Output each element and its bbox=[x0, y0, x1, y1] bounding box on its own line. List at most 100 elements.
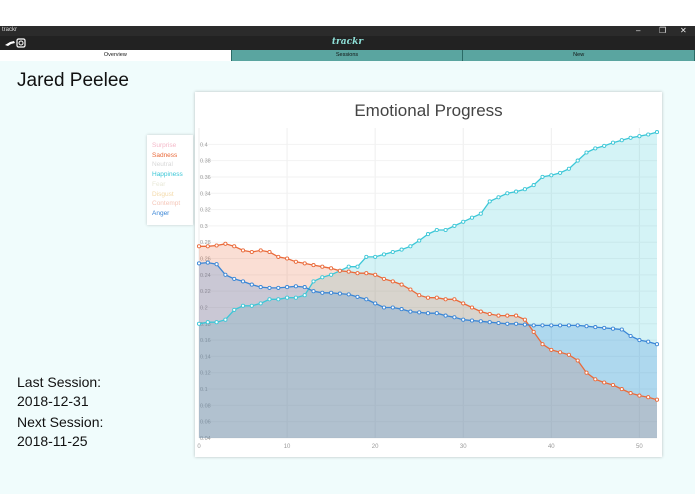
tab-overview[interactable]: Overview bbox=[0, 50, 232, 61]
data-point-anger bbox=[364, 297, 369, 302]
legend-item-anger[interactable]: Anger bbox=[152, 209, 170, 217]
data-point-sadness bbox=[478, 309, 483, 314]
y-tick-label: 0.28 bbox=[200, 240, 211, 246]
data-point-happiness bbox=[373, 254, 378, 259]
data-point-sadness bbox=[602, 380, 607, 385]
y-tick-label: 0.14 bbox=[200, 354, 211, 360]
data-point-sadness bbox=[584, 370, 589, 375]
data-point-sadness bbox=[417, 293, 422, 298]
data-point-happiness bbox=[240, 303, 246, 308]
data-point-sadness bbox=[373, 272, 378, 277]
data-point-anger bbox=[329, 290, 334, 295]
x-tick-label: 30 bbox=[460, 444, 467, 450]
data-point-sadness bbox=[619, 387, 624, 392]
data-point-anger bbox=[381, 305, 387, 310]
data-point-sadness bbox=[355, 271, 360, 276]
x-tick-label: 10 bbox=[284, 444, 291, 450]
data-point-sadness bbox=[249, 249, 254, 255]
y-tick-label: 0.26 bbox=[200, 257, 211, 263]
data-point-anger bbox=[461, 317, 466, 322]
app-brand: trackr bbox=[331, 37, 364, 47]
data-point-anger bbox=[522, 322, 527, 327]
data-point-sadness bbox=[390, 279, 395, 284]
data-point-happiness bbox=[417, 238, 422, 243]
data-point-anger bbox=[443, 313, 448, 318]
tab-sessions[interactable]: Sessions bbox=[231, 50, 464, 61]
data-point-sadness bbox=[214, 243, 219, 248]
data-point-happiness bbox=[505, 191, 510, 196]
data-point-happiness bbox=[575, 158, 580, 163]
legend-item-sadness[interactable]: Sadness bbox=[152, 151, 178, 159]
data-point-happiness bbox=[637, 134, 642, 139]
data-point-anger bbox=[311, 289, 316, 294]
data-point-sadness bbox=[337, 268, 342, 273]
data-point-happiness bbox=[249, 303, 254, 308]
last-session-date: 2018-12-31 bbox=[17, 393, 89, 409]
data-point-happiness bbox=[434, 227, 439, 233]
data-point-sadness bbox=[223, 241, 228, 246]
next-session-label: Next Session: bbox=[17, 414, 104, 430]
data-point-anger bbox=[390, 305, 395, 310]
next-session-date: 2018-11-25 bbox=[17, 433, 88, 449]
data-point-sadness bbox=[522, 317, 527, 322]
data-point-happiness bbox=[522, 187, 527, 192]
data-point-anger bbox=[276, 285, 281, 290]
header-icons bbox=[4, 38, 28, 50]
data-point-sadness bbox=[558, 350, 563, 355]
data-point-sadness bbox=[487, 311, 492, 317]
y-tick-label: 0.04 bbox=[200, 436, 211, 442]
data-point-sadness bbox=[540, 342, 545, 347]
data-point-anger bbox=[408, 309, 413, 314]
data-point-anger bbox=[514, 321, 519, 326]
legend-item-surprise[interactable]: Surprise bbox=[152, 142, 177, 149]
y-tick-label: 0.38 bbox=[200, 159, 211, 165]
legend-item-fear[interactable]: Fear bbox=[152, 180, 166, 188]
minimize-button[interactable]: – bbox=[636, 26, 641, 35]
data-point-sadness bbox=[654, 397, 660, 402]
data-point-sadness bbox=[434, 295, 439, 300]
data-point-happiness bbox=[619, 138, 624, 143]
data-point-sadness bbox=[575, 358, 580, 363]
data-point-sadness bbox=[381, 276, 387, 281]
data-point-sadness bbox=[267, 249, 272, 255]
data-point-anger bbox=[610, 326, 616, 331]
data-point-anger bbox=[258, 285, 263, 290]
legend-item-neutral[interactable]: Neutral bbox=[152, 161, 173, 169]
chart-legend: Surprise Sadness Neutral Happiness Fear … bbox=[147, 135, 193, 225]
tab-new[interactable]: New bbox=[463, 50, 695, 61]
data-point-sadness bbox=[329, 266, 334, 271]
data-point-anger bbox=[373, 301, 378, 306]
data-point-anger bbox=[399, 307, 404, 312]
data-point-sadness bbox=[276, 254, 281, 259]
close-button[interactable]: ✕ bbox=[680, 26, 687, 35]
data-point-anger bbox=[487, 320, 492, 325]
data-point-anger bbox=[346, 292, 351, 297]
data-point-happiness bbox=[214, 320, 219, 325]
legend-item-disgust[interactable]: Disgust bbox=[152, 190, 174, 198]
y-tick-label: 0.36 bbox=[200, 175, 211, 181]
y-tick-label: 0.24 bbox=[200, 273, 211, 279]
data-point-sadness bbox=[346, 269, 351, 274]
data-point-sadness bbox=[232, 244, 237, 249]
y-tick-label: 0.34 bbox=[200, 191, 211, 197]
data-point-sadness bbox=[637, 393, 642, 398]
legend-item-contempt[interactable]: Contempt bbox=[152, 200, 181, 208]
data-point-happiness bbox=[302, 293, 307, 298]
data-point-sadness bbox=[452, 297, 457, 302]
data-point-sadness bbox=[461, 301, 466, 306]
camera-icon[interactable] bbox=[16, 38, 26, 48]
data-point-anger bbox=[602, 325, 607, 330]
y-tick-label: 0.06 bbox=[200, 420, 211, 426]
y-tick-label: 0.18 bbox=[200, 322, 211, 328]
y-tick-label: 0.12 bbox=[200, 371, 211, 377]
data-point-happiness bbox=[381, 252, 387, 257]
restore-button[interactable]: ❐ bbox=[659, 26, 667, 35]
data-point-sadness bbox=[399, 282, 404, 287]
data-point-happiness bbox=[443, 227, 448, 233]
data-point-happiness bbox=[425, 232, 431, 237]
data-point-happiness bbox=[461, 219, 466, 224]
legend-item-happiness[interactable]: Happiness bbox=[152, 171, 183, 179]
data-point-happiness bbox=[355, 264, 360, 269]
data-point-sadness bbox=[566, 352, 571, 357]
data-point-sadness bbox=[364, 271, 369, 276]
